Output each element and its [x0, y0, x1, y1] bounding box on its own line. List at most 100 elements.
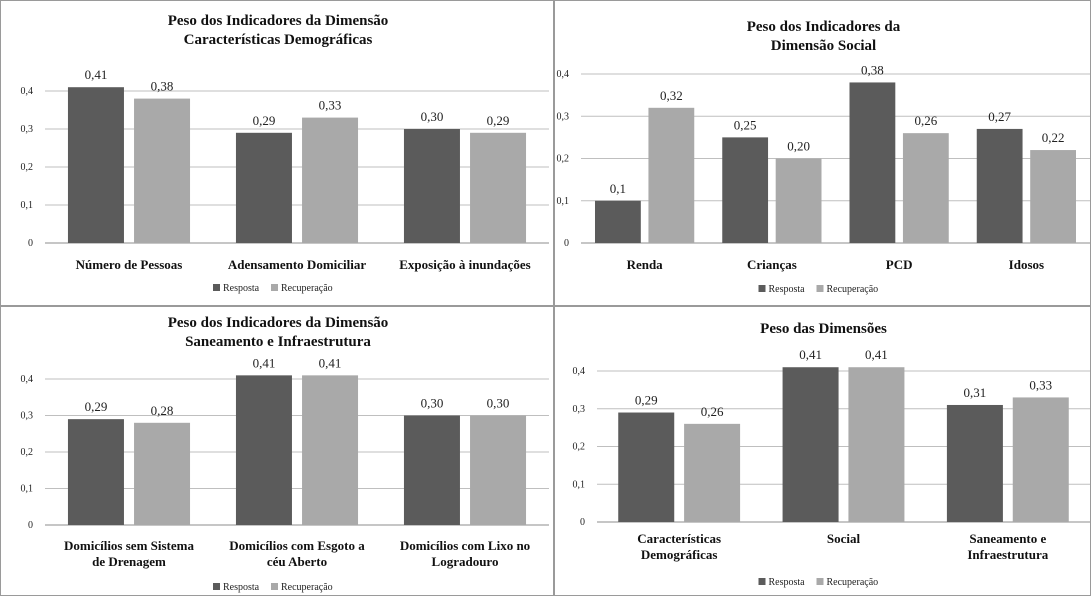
data-label: 0,41: [865, 347, 888, 362]
y-tick-label: 0,1: [21, 484, 34, 495]
legend-label: Recuperação: [827, 284, 879, 295]
y-tick-label: 0,4: [21, 374, 34, 385]
chart-saneamento: Peso dos Indicadores da Dimensão Saneamen…: [21, 315, 549, 593]
y-tick-label: 0,1: [573, 479, 586, 490]
bar-recuperacao: [848, 367, 905, 522]
legend-label: Recuperação: [281, 582, 333, 593]
bar-recuperacao: [1030, 150, 1077, 243]
chart-title: Peso dos Indicadores da Dimensão: [168, 315, 389, 331]
y-tick-label: 0,3: [573, 404, 586, 415]
bar-recuperacao: [902, 133, 949, 243]
category-label: Logradouro: [432, 554, 499, 569]
chart-dimensoes: Peso das Dimensões 0 0,1 0,2 0,3 0,4 0,29 0,26 C…: [573, 321, 1090, 588]
bar-recuperacao: [684, 423, 741, 522]
legend-label: Resposta: [769, 284, 806, 295]
bar-recuperacao: [1012, 397, 1069, 522]
data-label: 0,38: [151, 79, 174, 94]
data-label: 0,28: [151, 403, 174, 418]
bar-resposta: [235, 375, 292, 525]
bar-recuperacao: [302, 117, 359, 243]
data-label: 0,26: [914, 113, 937, 128]
legend-label: Recuperação: [281, 283, 333, 294]
chart-panel-dimensoes: Peso das Dimensões 0 0,1 0,2 0,3 0,4 0,29 0,26 C…: [554, 306, 1091, 596]
category-label: Domicílios sem Sistema: [64, 538, 194, 553]
data-label: 0,41: [85, 67, 108, 82]
bar-resposta: [849, 82, 896, 243]
legend-swatch-recuperacao: [816, 285, 824, 292]
chart-title: Peso dos Indicadores da: [747, 19, 901, 35]
chart-title: Peso das Dimensões: [760, 321, 887, 337]
y-tick-label: 0,1: [21, 200, 34, 211]
data-label: 0,33: [319, 98, 342, 113]
category-label: Exposição à inundações: [399, 257, 530, 272]
category-label: Saneamento e: [969, 531, 1046, 546]
legend-label: Resposta: [223, 283, 260, 294]
y-tick-label: 0: [28, 238, 33, 249]
category-label: Renda: [627, 257, 664, 272]
legend-swatch-resposta: [213, 284, 220, 291]
data-label: 0,38: [861, 62, 884, 77]
bar-recuperacao: [648, 107, 695, 243]
bar-resposta: [946, 404, 1003, 522]
data-label: 0,32: [660, 88, 683, 103]
y-tick-label: 0,3: [557, 111, 570, 122]
bar-recuperacao: [134, 98, 191, 243]
legend-label: Recuperação: [827, 577, 879, 588]
data-label: 0,30: [421, 109, 444, 124]
category-label: Idosos: [1009, 257, 1044, 272]
data-label: 0,20: [787, 139, 810, 154]
bar-resposta: [618, 412, 675, 522]
data-label: 0,27: [988, 109, 1011, 124]
y-tick-label: 0: [28, 520, 33, 531]
data-label: 0,41: [319, 355, 342, 370]
legend-swatch-recuperacao: [816, 578, 824, 585]
data-label: 0,29: [635, 393, 658, 408]
data-label: 0,29: [85, 399, 108, 414]
category-label: Domicílios com Esgoto a: [229, 538, 365, 553]
y-tick-label: 0,4: [21, 86, 34, 97]
y-tick-label: 0,2: [21, 162, 34, 173]
data-label: 0,30: [421, 396, 444, 411]
chart-panel-saneamento: Peso dos Indicadores da Dimensão Saneamen…: [0, 306, 554, 596]
category-label: Social: [827, 531, 861, 546]
category-label: Adensamento Domiciliar: [228, 257, 367, 272]
legend-swatch-resposta: [758, 285, 766, 292]
y-tick-label: 0: [580, 517, 585, 528]
chart-title: Peso dos Indicadores da Dimensão: [168, 13, 389, 29]
data-label: 0,41: [799, 347, 822, 362]
bar-recuperacao: [302, 375, 359, 525]
legend-swatch-resposta: [758, 578, 766, 585]
data-label: 0,41: [253, 355, 276, 370]
y-tick-label: 0,1: [557, 196, 570, 207]
category-label: Domicílios com Lixo no: [400, 538, 530, 553]
legend-swatch-recuperacao: [271, 284, 278, 291]
bar-resposta: [67, 87, 124, 243]
bar-resposta: [594, 200, 641, 243]
category-label: PCD: [886, 257, 913, 272]
chart-title: Características Demográficas: [184, 32, 373, 48]
y-tick-label: 0,3: [21, 411, 34, 422]
bar-resposta: [403, 129, 460, 243]
category-label: céu Aberto: [267, 554, 327, 569]
bar-resposta: [976, 128, 1023, 243]
bar-resposta: [782, 367, 839, 522]
data-label: 0,1: [610, 181, 626, 196]
data-label: 0,29: [487, 113, 510, 128]
bar-recuperacao: [134, 422, 191, 525]
bar-resposta: [67, 419, 124, 525]
category-label: Infraestrutura: [967, 547, 1048, 562]
y-tick-label: 0,2: [573, 442, 586, 453]
category-label: de Drenagem: [92, 554, 166, 569]
y-tick-label: 0,3: [21, 124, 34, 135]
chart-social: Peso dos Indicadores da Dimensão Social 0 0…: [557, 19, 1090, 295]
bar-recuperacao: [470, 132, 527, 243]
data-label: 0,22: [1042, 130, 1065, 145]
y-tick-label: 0,4: [573, 366, 586, 377]
legend-swatch-resposta: [213, 583, 220, 590]
data-label: 0,31: [964, 385, 987, 400]
legend-label: Resposta: [769, 577, 806, 588]
bar-recuperacao: [775, 158, 822, 243]
chart-demograficas: Peso dos Indicadores da Dimensão Caracter…: [21, 13, 549, 294]
category-label: Características: [637, 531, 721, 546]
legend-swatch-recuperacao: [271, 583, 278, 590]
